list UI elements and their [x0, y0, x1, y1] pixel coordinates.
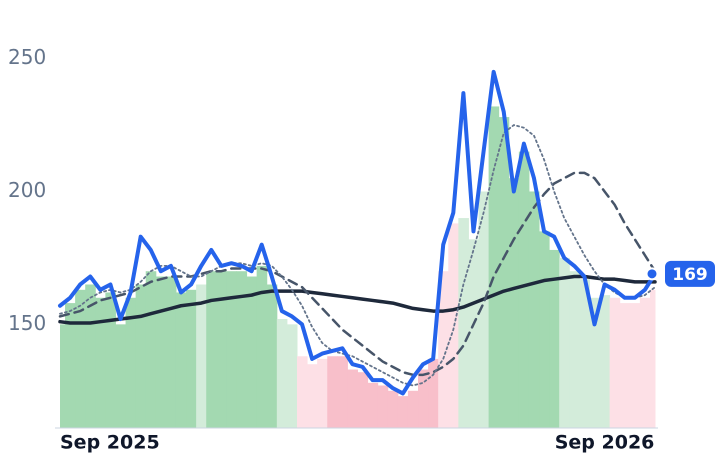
background-bar [539, 231, 550, 428]
background-bar [518, 151, 530, 428]
background-bar [629, 303, 641, 428]
background-bar [105, 292, 116, 428]
background-bar [639, 297, 651, 428]
background-bar [317, 358, 328, 428]
background-bar [175, 292, 187, 428]
background-bar [569, 271, 580, 428]
background-bar [135, 284, 147, 428]
background-bar [387, 390, 399, 428]
x-tick-label: Sep 2025 [60, 432, 160, 454]
background-bar [85, 284, 96, 428]
background-bar [559, 257, 570, 428]
background-bar [377, 385, 389, 428]
background-bar [186, 289, 197, 428]
background-bar [498, 117, 510, 429]
y-tick-label: 250 [8, 45, 46, 69]
background-bar [286, 324, 298, 428]
background-bar [478, 191, 490, 428]
background-bar [508, 178, 520, 428]
background-bar [75, 289, 86, 428]
background-bar [488, 106, 500, 428]
background-bar [468, 239, 480, 428]
background-bar [649, 289, 656, 428]
background-bar [428, 358, 439, 428]
value-badge [665, 260, 715, 287]
background-bar [528, 191, 540, 428]
line [58, 69, 657, 396]
background-bar [216, 271, 227, 428]
background-bar [458, 218, 469, 428]
line [58, 171, 657, 377]
background-bar [589, 297, 601, 428]
background-bar [165, 276, 177, 428]
background-bar [226, 271, 237, 428]
background-bar [397, 396, 409, 428]
background-bar [95, 297, 106, 428]
background-bar [327, 356, 338, 428]
x-tick-label: Sep 2026 [555, 432, 655, 454]
background-bar [347, 369, 358, 428]
background-bar [115, 324, 127, 428]
background-bar [549, 249, 560, 428]
last-point [645, 267, 659, 281]
background-bar [357, 372, 369, 428]
background-bar [296, 356, 308, 428]
background-bar [337, 356, 348, 428]
background-bar [60, 324, 66, 428]
background-bar [438, 271, 449, 428]
background-bar [276, 319, 288, 428]
background-bar [307, 364, 318, 428]
background-bar [196, 284, 207, 428]
background-bar [155, 276, 167, 428]
line [58, 274, 657, 325]
background-bar [246, 276, 258, 428]
background-bar [65, 303, 76, 428]
background-bar [145, 271, 157, 428]
background-bar [407, 390, 419, 428]
y-tick-label: 150 [8, 311, 46, 335]
background-bar [579, 279, 590, 428]
background-bar [619, 303, 631, 428]
background-bar [609, 297, 621, 428]
background-bar [206, 271, 217, 428]
background-bar [125, 297, 137, 428]
background-bar [266, 284, 278, 428]
value-badge-label: 169 [672, 265, 708, 285]
background-bar [256, 265, 268, 428]
y-tick-label: 200 [8, 178, 46, 202]
background-bar [418, 369, 429, 428]
background-bar [367, 382, 379, 428]
background-bar [599, 295, 611, 428]
background-bar [236, 271, 248, 428]
